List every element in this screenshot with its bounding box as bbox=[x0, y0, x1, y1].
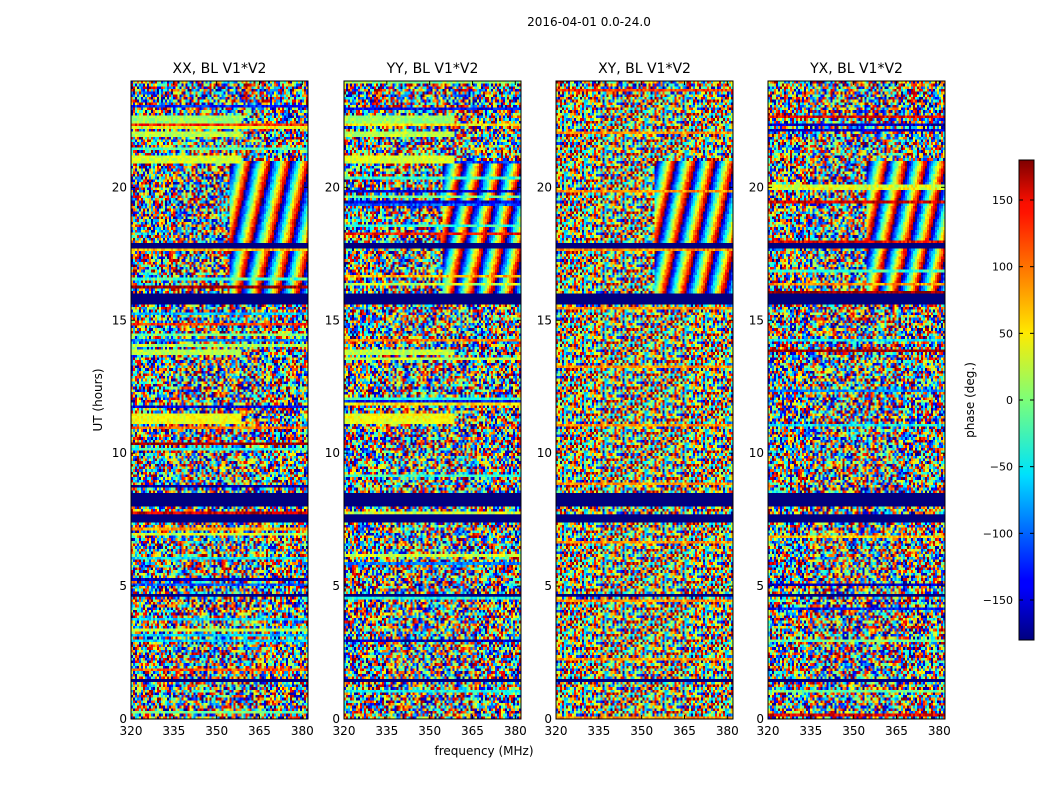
flagged-band bbox=[344, 594, 521, 597]
y-tick-label: 10 bbox=[112, 446, 127, 460]
colorbar-tick-label: 100 bbox=[992, 261, 1013, 274]
panel-xx: XX, BL V1*V2 320 335 350 365 380 0 5 10 15 20 bbox=[112, 61, 314, 738]
flagged-band bbox=[768, 514, 945, 523]
flagged-band bbox=[131, 493, 308, 507]
y-tick-label: 20 bbox=[112, 180, 127, 194]
colorbar-gradient bbox=[1019, 160, 1034, 640]
flagged-band bbox=[131, 679, 308, 682]
x-tick-label: 320 bbox=[120, 724, 143, 738]
flagged-band bbox=[131, 293, 308, 305]
y-tick-label: 15 bbox=[537, 313, 552, 327]
x-tick-label: 365 bbox=[461, 724, 484, 738]
flagged-band bbox=[556, 293, 733, 305]
flagged-band bbox=[344, 679, 521, 682]
y-tick-label: 20 bbox=[325, 180, 340, 194]
x-tick-label: 320 bbox=[333, 724, 356, 738]
flagged-band bbox=[344, 493, 521, 507]
colorbar-tick-label: −150 bbox=[983, 594, 1013, 607]
colorbar-tick-label: 0 bbox=[1006, 394, 1013, 407]
panel-frame bbox=[343, 80, 522, 720]
flagged-band bbox=[344, 514, 521, 523]
flagged-band bbox=[556, 679, 733, 682]
panel-title: XY, BL V1*V2 bbox=[598, 61, 691, 77]
flagged-band bbox=[768, 293, 945, 305]
colorbar-tick-label: 50 bbox=[999, 327, 1013, 340]
flagged-band bbox=[768, 493, 945, 507]
x-tick-label: 365 bbox=[885, 724, 908, 738]
colorbar-tick-label: −100 bbox=[983, 527, 1013, 540]
flagged-band bbox=[556, 493, 733, 507]
flagged-band bbox=[768, 679, 945, 682]
phase-heatmap-xy bbox=[556, 81, 733, 719]
panel-frame bbox=[130, 80, 309, 720]
x-tick-label: 365 bbox=[673, 724, 696, 738]
flagged-band bbox=[768, 594, 945, 597]
flagged-band bbox=[556, 243, 733, 249]
x-tick-label: 350 bbox=[418, 724, 441, 738]
panel-title: YX, BL V1*V2 bbox=[809, 61, 903, 77]
y-tick-label: 0 bbox=[756, 712, 764, 726]
y-tick-label: 15 bbox=[749, 313, 764, 327]
x-tick-label: 350 bbox=[205, 724, 228, 738]
phase-heatmap-xx bbox=[131, 81, 308, 719]
panel-title: XX, BL V1*V2 bbox=[173, 61, 267, 77]
x-tick-label: 320 bbox=[545, 724, 568, 738]
panel-xy: XY, BL V1*V2 320 335 350 365 380 0 5 10 15 20 bbox=[537, 61, 739, 738]
flagged-band bbox=[768, 243, 945, 249]
x-tick-label: 335 bbox=[587, 724, 610, 738]
phase-heatmap-yy bbox=[344, 81, 521, 719]
flagged-band bbox=[131, 243, 308, 249]
flagged-band bbox=[131, 594, 308, 597]
y-tick-label: 5 bbox=[544, 579, 552, 593]
flagged-band bbox=[556, 594, 733, 597]
x-tick-label: 350 bbox=[630, 724, 653, 738]
y-tick-label: 0 bbox=[544, 712, 552, 726]
y-tick-label: 10 bbox=[325, 446, 340, 460]
y-tick-label: 15 bbox=[112, 313, 127, 327]
y-tick-label: 20 bbox=[537, 180, 552, 194]
y-tick-label: 5 bbox=[756, 579, 764, 593]
panel-yx: YX, BL V1*V2 320 335 350 365 380 0 5 10 15 20 bbox=[749, 61, 951, 738]
flagged-band bbox=[344, 243, 521, 249]
flagged-band bbox=[556, 514, 733, 523]
colorbar-tick-label: 150 bbox=[992, 194, 1013, 207]
y-tick-label: 0 bbox=[332, 712, 340, 726]
y-tick-label: 5 bbox=[119, 579, 127, 593]
y-axis-label: UT (hours) bbox=[91, 368, 105, 431]
y-tick-label: 10 bbox=[537, 446, 552, 460]
x-tick-label: 380 bbox=[928, 724, 951, 738]
x-tick-label: 380 bbox=[291, 724, 314, 738]
y-tick-label: 0 bbox=[119, 712, 127, 726]
x-tick-label: 350 bbox=[842, 724, 865, 738]
panel-title: YY, BL V1*V2 bbox=[386, 61, 479, 77]
panel-frame bbox=[767, 80, 946, 720]
colorbar-label: phase (deg.) bbox=[963, 362, 977, 438]
colorbar: −150 −100 −50 0 50 100 150 bbox=[983, 159, 1035, 641]
panel-frame bbox=[555, 80, 734, 720]
figure-title: 2016-04-01 0.0-24.0 bbox=[527, 15, 651, 29]
flagged-band bbox=[131, 514, 308, 523]
x-tick-label: 335 bbox=[162, 724, 185, 738]
panel-yy: YY, BL V1*V2 320 335 350 365 380 0 5 10 15 20 bbox=[325, 61, 527, 738]
x-axis-label: frequency (MHz) bbox=[434, 744, 533, 758]
y-tick-label: 5 bbox=[332, 579, 340, 593]
x-tick-label: 380 bbox=[716, 724, 739, 738]
colorbar-tick-label: −50 bbox=[990, 461, 1013, 474]
x-tick-label: 380 bbox=[504, 724, 527, 738]
x-tick-label: 320 bbox=[757, 724, 780, 738]
y-tick-label: 10 bbox=[749, 446, 764, 460]
flagged-band bbox=[344, 293, 521, 305]
y-tick-label: 20 bbox=[749, 180, 764, 194]
y-tick-label: 15 bbox=[325, 313, 340, 327]
x-tick-label: 365 bbox=[248, 724, 271, 738]
phase-heatmap-yx bbox=[768, 81, 945, 719]
x-tick-label: 335 bbox=[375, 724, 398, 738]
x-tick-label: 335 bbox=[799, 724, 822, 738]
